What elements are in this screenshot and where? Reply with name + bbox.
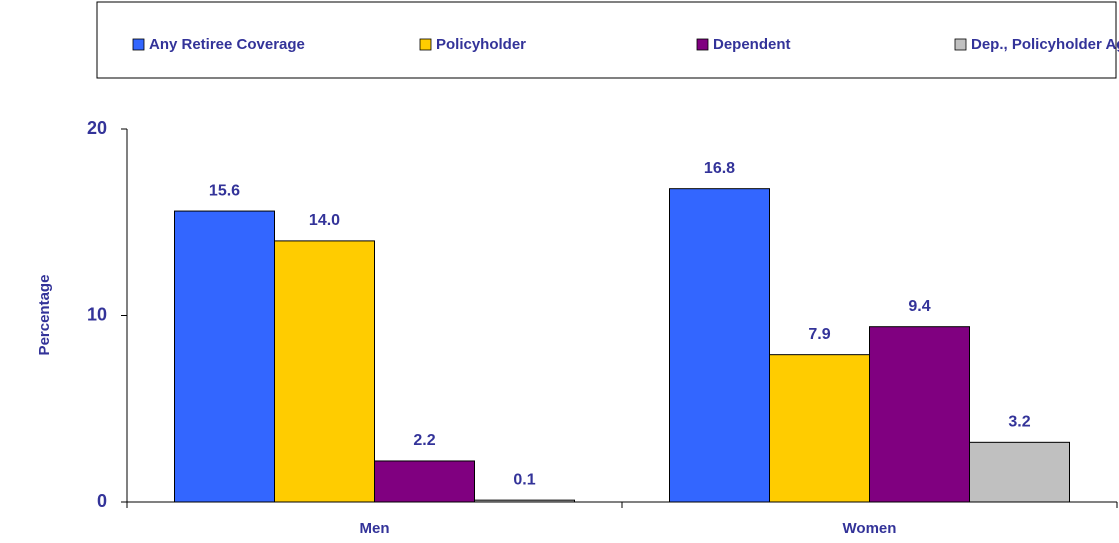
value-label: 0.1 [513, 471, 535, 488]
legend-label: Any Retiree Coverage [149, 36, 305, 53]
legend-label: Dependent [713, 36, 791, 53]
x-tick-label: Women [843, 520, 897, 537]
legend-box [96, 1, 1117, 79]
y-tick-label: 20 [87, 118, 107, 138]
legend-swatch [954, 38, 967, 51]
bar [869, 326, 970, 503]
y-tick-label: 0 [97, 491, 107, 511]
bar [769, 354, 870, 503]
value-label: 16.8 [704, 160, 735, 177]
bar [174, 210, 275, 503]
bar [474, 499, 575, 503]
bar [274, 240, 375, 503]
value-label: 15.6 [209, 182, 240, 199]
legend-label: Dep., Policyholder Age 65+ [971, 36, 1119, 53]
legend-swatch [419, 38, 432, 51]
value-label: 2.2 [413, 432, 435, 449]
value-label: 3.2 [1008, 414, 1030, 431]
bar [969, 441, 1070, 503]
value-label: 14.0 [309, 212, 340, 229]
value-label: 7.9 [808, 326, 830, 343]
y-axis-label: Percentage [36, 275, 53, 356]
bar [374, 460, 475, 503]
legend-swatch [696, 38, 709, 51]
legend-swatch [132, 38, 145, 51]
legend-label: Policyholder [436, 36, 526, 53]
x-tick-label: Men [360, 520, 390, 537]
bar [669, 188, 770, 503]
y-tick-label: 10 [87, 304, 107, 324]
value-label: 9.4 [908, 298, 930, 315]
